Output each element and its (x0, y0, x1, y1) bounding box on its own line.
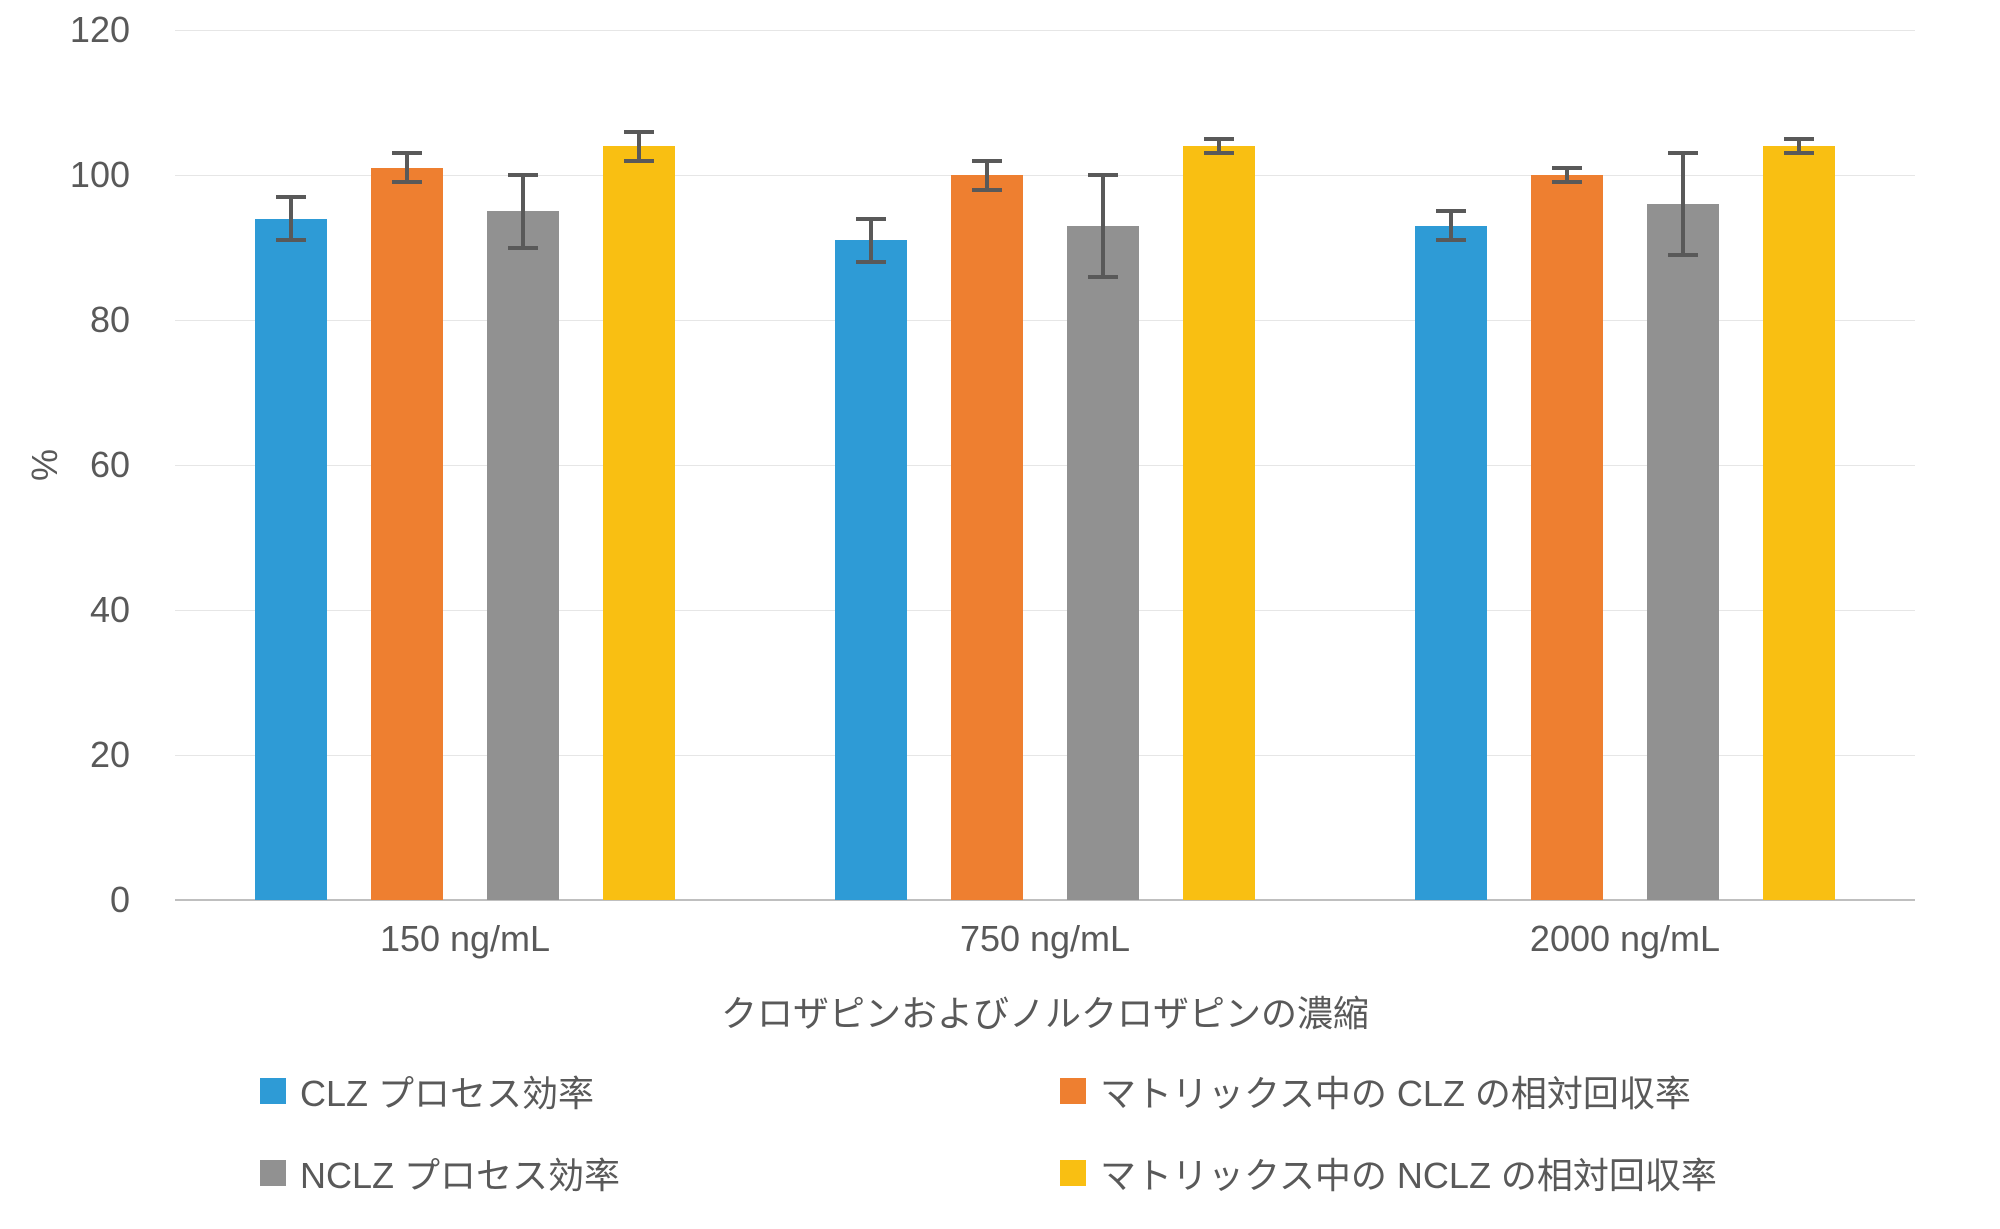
plot-area (175, 30, 1915, 900)
bar (951, 175, 1023, 900)
bar (1647, 204, 1719, 900)
y-tick-label: 100 (70, 154, 130, 196)
y-tick-label: 60 (90, 444, 130, 486)
legend-label: マトリックス中の CLZ の相対回収率 (1100, 1065, 1691, 1117)
bar (1415, 226, 1487, 900)
legend-item: マトリックス中の CLZ の相対回収率 (1060, 1065, 1820, 1117)
y-tick-label: 120 (70, 9, 130, 51)
y-tick-label: 0 (110, 879, 130, 921)
y-axis-title: % (24, 449, 66, 481)
legend-label: マトリックス中の NCLZ の相対回収率 (1100, 1147, 1717, 1199)
y-tick-label: 40 (90, 589, 130, 631)
bar (487, 211, 559, 900)
legend-swatch (1060, 1160, 1086, 1186)
legend-swatch (260, 1160, 286, 1186)
legend-item: NCLZ プロセス効率 (260, 1147, 1020, 1199)
legend-label: NCLZ プロセス効率 (300, 1147, 620, 1199)
bar (255, 219, 327, 901)
legend: CLZ プロセス効率 マトリックス中の CLZ の相対回収率 NCLZ プロセス効率… (260, 1065, 1820, 1199)
x-category-label: 150 ng/mL (380, 918, 550, 960)
gridline (175, 30, 1915, 31)
bar (1531, 175, 1603, 900)
legend-swatch (1060, 1078, 1086, 1104)
x-category-label: 750 ng/mL (960, 918, 1130, 960)
bar (1763, 146, 1835, 900)
bar (603, 146, 675, 900)
bar (371, 168, 443, 900)
bar-chart: % クロザピンおよびノルクロザピンの濃縮 CLZ プロセス効率マトリックス中の … (0, 0, 2000, 1229)
legend-item: マトリックス中の NCLZ の相対回収率 (1060, 1147, 1820, 1199)
x-category-label: 2000 ng/mL (1530, 918, 1720, 960)
y-tick-label: 80 (90, 299, 130, 341)
legend-swatch (260, 1078, 286, 1104)
bar (1067, 226, 1139, 900)
legend-label: CLZ プロセス効率 (300, 1065, 594, 1117)
y-tick-label: 20 (90, 734, 130, 776)
bar (1183, 146, 1255, 900)
bar (835, 240, 907, 900)
x-axis-title: クロザピンおよびノルクロザピンの濃縮 (721, 985, 1369, 1037)
legend-item: CLZ プロセス効率 (260, 1065, 1020, 1117)
